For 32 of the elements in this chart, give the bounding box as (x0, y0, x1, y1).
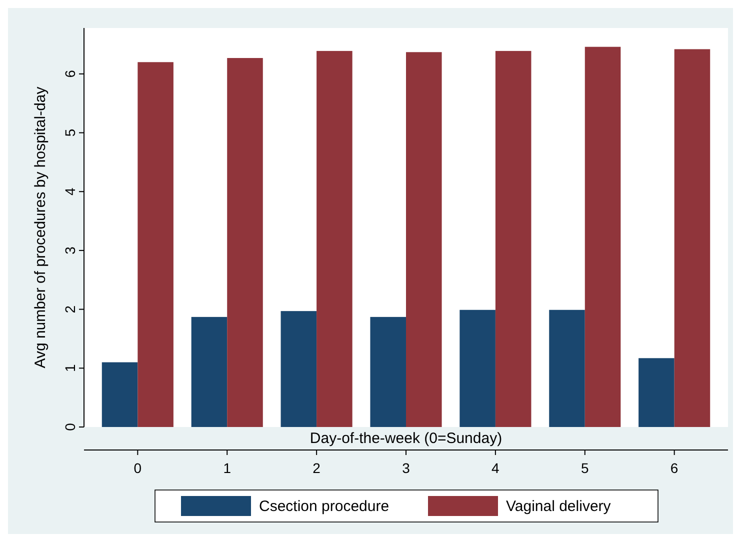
x-tick-label: 3 (402, 460, 410, 476)
y-tick-label: 5 (62, 128, 78, 137)
bar (495, 50, 532, 427)
bar (584, 46, 621, 427)
y-tick-label: 4 (62, 188, 78, 196)
bar (370, 316, 406, 427)
bar (406, 52, 442, 427)
x-tick-label: 1 (223, 460, 232, 476)
legend-label: Vaginal delivery (506, 498, 612, 515)
legend-label: Csection procedure (259, 498, 390, 515)
bar (316, 50, 352, 427)
bar (227, 58, 263, 427)
bar (638, 358, 674, 427)
y-tick-label: 0 (62, 422, 78, 431)
bar (102, 362, 138, 427)
bar (138, 62, 174, 427)
x-tick-label: 4 (492, 460, 500, 476)
bar (191, 316, 228, 427)
x-tick-label: 6 (670, 460, 678, 476)
y-tick-label: 6 (62, 70, 78, 78)
y-axis-title: Avg number of procedures by hospital-day (32, 86, 49, 368)
bar (674, 49, 710, 427)
y-tick-label: 1 (62, 364, 78, 372)
x-axis-title: Day-of-the-week (0=Sunday) (310, 430, 502, 447)
bar (280, 311, 317, 427)
x-tick-label: 2 (312, 460, 321, 476)
bar (549, 310, 585, 427)
x-tick-label: 5 (580, 460, 589, 476)
y-tick-label: 2 (62, 305, 78, 314)
y-tick-label: 3 (62, 246, 78, 254)
bar (460, 310, 496, 427)
x-tick-label: 0 (134, 460, 142, 476)
